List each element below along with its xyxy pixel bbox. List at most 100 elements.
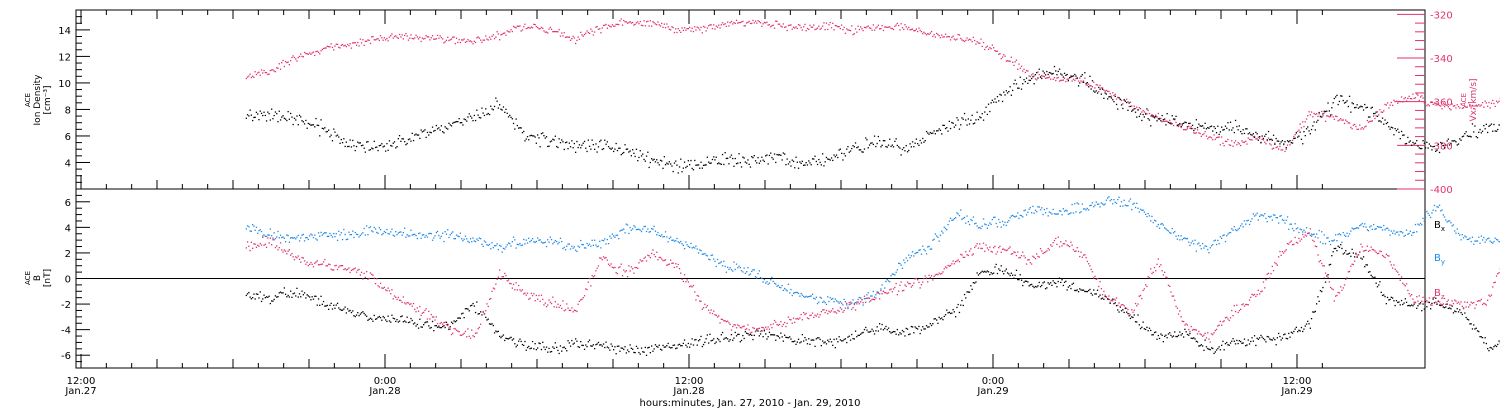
density-series-point bbox=[781, 159, 783, 161]
density-series-point bbox=[637, 160, 639, 162]
b-series-bx-point bbox=[395, 320, 397, 323]
density-series-point bbox=[298, 114, 301, 116]
density-series-point bbox=[444, 126, 446, 128]
b-series-by-point bbox=[452, 231, 454, 233]
density-series-point bbox=[1127, 109, 1129, 111]
vx-series-point bbox=[1361, 127, 1363, 129]
b-series-by-point bbox=[258, 230, 260, 232]
density-series-point bbox=[744, 161, 746, 163]
b-series-by-point bbox=[442, 232, 444, 234]
b-series-bx-point bbox=[1205, 346, 1208, 348]
density-series-point bbox=[1319, 115, 1322, 117]
vx-series-point bbox=[531, 27, 534, 29]
vx-series-point bbox=[1473, 107, 1475, 110]
b-series-by-point bbox=[746, 271, 748, 273]
vx-series-point bbox=[933, 34, 935, 36]
b-series-bx-point bbox=[495, 330, 497, 332]
b-series-by-point bbox=[279, 234, 282, 236]
b-series-bx-point bbox=[303, 292, 306, 294]
vx-series-point bbox=[576, 39, 578, 42]
vx-series-point bbox=[469, 40, 472, 42]
b-series-by-point bbox=[889, 281, 891, 283]
vx-series-point bbox=[791, 28, 793, 30]
vx-series-point bbox=[1305, 118, 1308, 120]
vx-series-point bbox=[301, 55, 303, 57]
b-series-by-point bbox=[306, 237, 308, 239]
b-series-bx-point bbox=[711, 339, 714, 341]
vx-series-point bbox=[1029, 75, 1031, 78]
b-series-by-point bbox=[287, 234, 289, 237]
vx-series-point bbox=[822, 25, 824, 27]
b-series-by-point bbox=[765, 282, 767, 284]
vx-series-point bbox=[458, 39, 460, 41]
vx-series-point bbox=[1390, 101, 1392, 104]
b-series-bx-point bbox=[744, 331, 746, 333]
vx-series-point bbox=[1193, 132, 1195, 134]
density-series-point bbox=[936, 130, 938, 132]
b-series-bx-point bbox=[533, 348, 535, 350]
b-series-bx-point bbox=[353, 315, 355, 317]
b-series-bx-point bbox=[1198, 345, 1200, 347]
vx-series-point bbox=[875, 27, 877, 29]
b-series-bx-point bbox=[784, 334, 786, 336]
b-series-bx-point bbox=[1193, 337, 1195, 339]
b-series-by-point bbox=[681, 243, 683, 245]
density-series-point bbox=[728, 163, 730, 165]
b-series-bx-point bbox=[414, 322, 416, 324]
b-series-bx-point bbox=[1234, 343, 1237, 345]
vx-series-point bbox=[559, 35, 562, 37]
b-series-bx-point bbox=[1152, 334, 1154, 336]
vx-series-point bbox=[474, 41, 477, 44]
b-series-by-point bbox=[948, 220, 950, 222]
vx-series-point bbox=[1202, 134, 1204, 136]
b-series-bx-point bbox=[654, 344, 657, 346]
density-series-point bbox=[675, 160, 677, 162]
vx-series-point bbox=[1259, 137, 1261, 139]
vx-series-point bbox=[255, 73, 258, 76]
b-series-bx-point bbox=[1480, 336, 1482, 338]
vx-series-point bbox=[1161, 121, 1163, 123]
b-series-bx-point bbox=[1476, 330, 1479, 332]
b-series-bx-point bbox=[765, 333, 767, 335]
vx-series-point bbox=[281, 62, 283, 64]
b-series-bx-point bbox=[561, 350, 563, 352]
b-series-by-point bbox=[832, 297, 834, 300]
b-series-bx-point bbox=[563, 346, 565, 348]
vx-series-point bbox=[968, 38, 971, 40]
vx-series-point bbox=[1174, 119, 1176, 121]
density-series-point bbox=[1139, 113, 1142, 115]
b-series-by-point bbox=[315, 238, 317, 240]
density-series-point bbox=[1153, 117, 1156, 119]
density-series-point bbox=[320, 119, 322, 121]
b-series-by-point bbox=[626, 224, 629, 226]
vx-series-point bbox=[1133, 105, 1135, 107]
vx-series-point bbox=[1027, 70, 1029, 72]
b-series-bx-point bbox=[402, 321, 404, 323]
vx-series-point bbox=[1278, 148, 1280, 150]
vx-series-point bbox=[433, 38, 435, 40]
vx-series-point bbox=[626, 22, 629, 24]
vx-series-point bbox=[586, 30, 588, 32]
vx-series-point bbox=[1062, 79, 1064, 81]
vx-series-point bbox=[1033, 75, 1035, 77]
vx-series-point bbox=[1107, 90, 1109, 92]
b-series-bx-point bbox=[1060, 281, 1062, 284]
b-series-by-point bbox=[701, 253, 703, 255]
density-series-point bbox=[1190, 127, 1192, 130]
vx-series-point bbox=[871, 29, 873, 31]
vx-series-point bbox=[1110, 95, 1113, 97]
b-series-by-point bbox=[958, 215, 961, 217]
b-series-by-point bbox=[582, 244, 584, 246]
b-series-by-point bbox=[515, 247, 517, 249]
b-series-bx-point bbox=[778, 337, 781, 339]
density-series-point bbox=[526, 136, 529, 138]
b-series-by-point bbox=[1114, 201, 1116, 203]
b-series-bx-point bbox=[702, 343, 705, 346]
b-series-bx-point bbox=[820, 345, 822, 347]
vx-series-point bbox=[1214, 138, 1216, 140]
b-series-bx-point bbox=[991, 273, 993, 275]
density-series-point bbox=[531, 135, 534, 137]
b-series-bx-point bbox=[995, 263, 997, 266]
density-series-point bbox=[976, 111, 978, 113]
vx-series-point bbox=[702, 25, 705, 28]
